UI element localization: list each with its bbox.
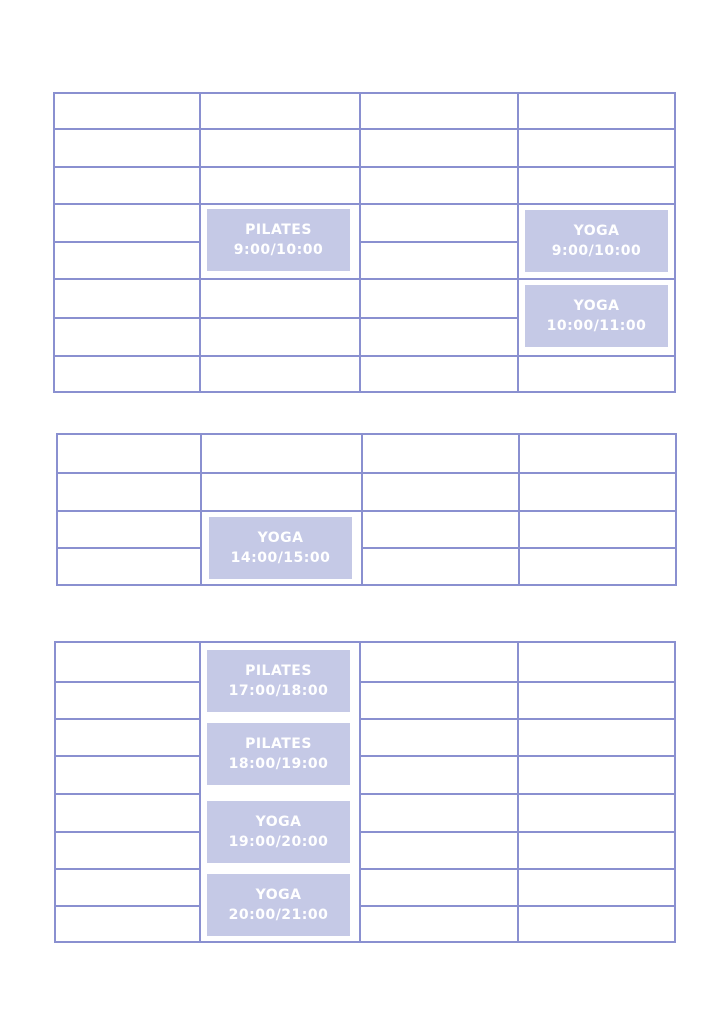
row-divider xyxy=(361,355,517,357)
class-block-yoga[interactable]: YOGA 20:00/21:00 xyxy=(207,874,350,936)
row-divider xyxy=(519,278,674,280)
class-name: PILATES xyxy=(245,663,312,679)
class-block-yoga[interactable]: YOGA 9:00/10:00 xyxy=(525,210,668,272)
row-divider xyxy=(55,203,199,205)
row-divider xyxy=(201,128,359,130)
row-divider xyxy=(363,547,518,549)
row-divider xyxy=(201,317,359,319)
column-divider xyxy=(359,643,361,941)
class-name: YOGA xyxy=(573,298,620,314)
row-divider xyxy=(56,718,199,720)
row-divider xyxy=(519,905,674,907)
schedule-grid-midday xyxy=(56,433,677,586)
row-divider xyxy=(56,905,199,907)
class-name: PILATES xyxy=(245,222,312,238)
row-divider xyxy=(58,547,200,549)
schedule-grid-evening xyxy=(54,641,676,943)
row-divider xyxy=(361,128,517,130)
class-time: 9:00/10:00 xyxy=(233,242,324,258)
row-divider xyxy=(519,868,674,870)
row-divider xyxy=(55,241,199,243)
class-time: 14:00/15:00 xyxy=(230,550,331,566)
class-block-yoga[interactable]: YOGA 10:00/11:00 xyxy=(525,285,668,347)
row-divider xyxy=(520,547,675,549)
row-divider xyxy=(55,278,199,280)
row-divider xyxy=(202,472,361,474)
row-divider xyxy=(361,166,517,168)
row-divider xyxy=(519,755,674,757)
class-block-pilates[interactable]: PILATES 17:00/18:00 xyxy=(207,650,350,712)
class-name: YOGA xyxy=(255,814,302,830)
class-time: 20:00/21:00 xyxy=(228,907,329,923)
class-block-pilates[interactable]: PILATES 18:00/19:00 xyxy=(207,723,350,785)
row-divider xyxy=(361,241,517,243)
class-block-pilates[interactable]: PILATES 9:00/10:00 xyxy=(207,209,350,271)
class-time: 10:00/11:00 xyxy=(546,318,647,334)
row-divider xyxy=(361,868,517,870)
row-divider xyxy=(202,510,361,512)
class-time: 17:00/18:00 xyxy=(228,683,329,699)
row-divider xyxy=(519,718,674,720)
schedule-grid-morning xyxy=(53,92,676,393)
row-divider xyxy=(55,317,199,319)
class-time: 18:00/19:00 xyxy=(228,756,329,772)
row-divider xyxy=(58,510,200,512)
row-divider xyxy=(361,718,517,720)
row-divider xyxy=(361,793,517,795)
class-name: YOGA xyxy=(257,530,304,546)
row-divider xyxy=(519,128,674,130)
row-divider xyxy=(201,355,359,357)
column-divider xyxy=(199,643,201,941)
row-divider xyxy=(56,868,199,870)
row-divider xyxy=(519,681,674,683)
row-divider xyxy=(201,203,359,205)
row-divider xyxy=(519,166,674,168)
row-divider xyxy=(361,203,517,205)
row-divider xyxy=(361,317,517,319)
class-block-yoga[interactable]: YOGA 14:00/15:00 xyxy=(209,517,352,579)
row-divider xyxy=(201,278,359,280)
column-divider xyxy=(517,94,519,391)
row-divider xyxy=(55,355,199,357)
row-divider xyxy=(519,831,674,833)
column-divider xyxy=(361,435,363,584)
row-divider xyxy=(520,472,675,474)
row-divider xyxy=(519,203,674,205)
column-divider xyxy=(359,94,361,391)
row-divider xyxy=(56,755,199,757)
row-divider xyxy=(55,128,199,130)
row-divider xyxy=(56,681,199,683)
column-divider xyxy=(517,643,519,941)
class-time: 9:00/10:00 xyxy=(551,243,642,259)
row-divider xyxy=(55,166,199,168)
class-name: YOGA xyxy=(255,887,302,903)
row-divider xyxy=(361,755,517,757)
row-divider xyxy=(519,793,674,795)
class-name: YOGA xyxy=(573,223,620,239)
row-divider xyxy=(519,355,674,357)
column-divider xyxy=(199,94,201,391)
row-divider xyxy=(520,510,675,512)
column-divider xyxy=(200,435,202,584)
row-divider xyxy=(361,278,517,280)
row-divider xyxy=(361,681,517,683)
row-divider xyxy=(361,831,517,833)
column-divider xyxy=(518,435,520,584)
row-divider xyxy=(363,510,518,512)
row-divider xyxy=(363,472,518,474)
row-divider xyxy=(58,472,200,474)
class-block-yoga[interactable]: YOGA 19:00/20:00 xyxy=(207,801,350,863)
class-time: 19:00/20:00 xyxy=(228,834,329,850)
row-divider xyxy=(361,905,517,907)
row-divider xyxy=(56,831,199,833)
row-divider xyxy=(201,166,359,168)
class-name: PILATES xyxy=(245,736,312,752)
row-divider xyxy=(56,793,199,795)
